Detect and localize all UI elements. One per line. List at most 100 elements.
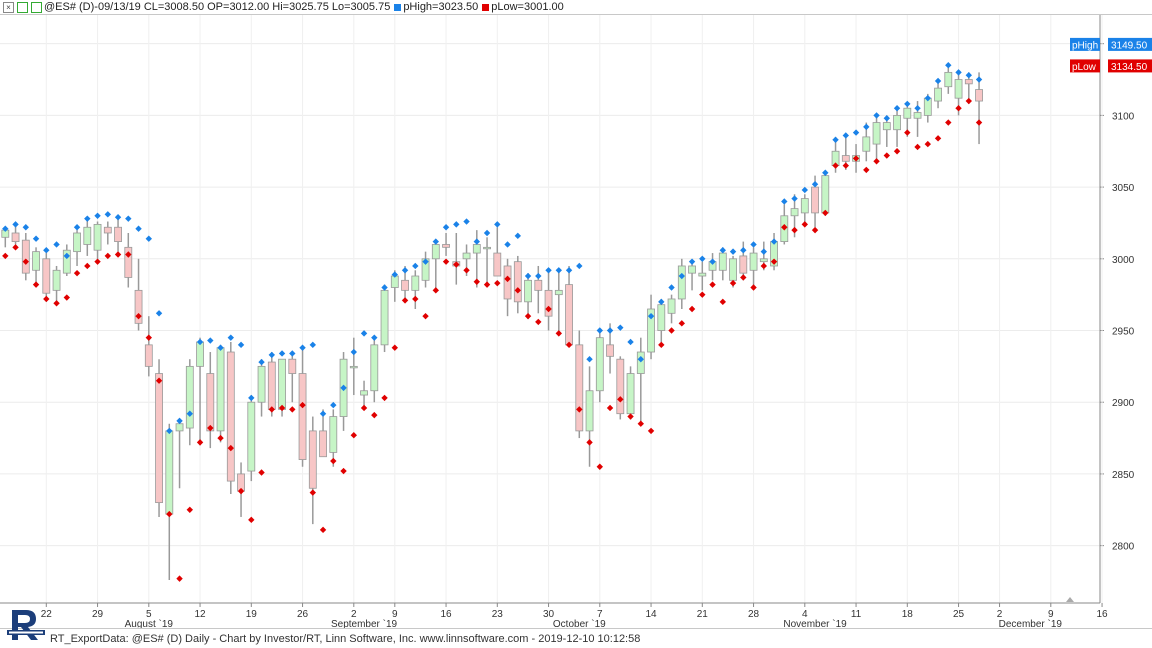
candle-body <box>903 107 912 119</box>
candle-body <box>759 258 768 263</box>
plow-marker <box>463 267 470 274</box>
candle-body <box>216 347 225 432</box>
last-label-name: pHigh <box>1072 40 1098 51</box>
window-restore-icon[interactable] <box>17 1 28 13</box>
phigh-marker <box>268 351 275 359</box>
candle-body <box>667 298 676 314</box>
phigh-marker <box>596 327 603 334</box>
plow-marker <box>32 281 40 288</box>
candle-body <box>83 226 92 245</box>
candle-body <box>513 261 522 303</box>
phigh-marker <box>514 232 521 240</box>
phigh-marker <box>576 262 583 270</box>
phigh-marker <box>627 338 634 346</box>
y-tick-label: 3100 <box>1112 111 1135 122</box>
candle-body <box>462 252 471 260</box>
phigh-marker <box>422 258 429 265</box>
phigh-marker <box>565 267 573 274</box>
plow-marker <box>596 463 603 470</box>
x-tick-label: 9 <box>1048 609 1054 620</box>
last-label-value: 3134.50 <box>1111 62 1148 73</box>
phigh-marker <box>125 215 132 222</box>
phigh-marker <box>432 238 439 245</box>
y-tick-label: 3050 <box>1112 183 1135 194</box>
plow-marker <box>555 330 562 337</box>
plow-marker <box>114 251 122 258</box>
last-label-name-box <box>1070 37 1100 51</box>
candle-body <box>93 223 102 251</box>
chart-footer: RT_ExportData: @ES# (D) Daily - Chart by… <box>0 628 1152 648</box>
candle-body <box>688 265 696 274</box>
plow-marker <box>330 457 337 465</box>
plow-marker <box>73 269 81 277</box>
plow-marker <box>432 287 439 294</box>
phigh-marker <box>535 272 542 280</box>
y-tick-label: 3000 <box>1112 255 1135 266</box>
candle-body <box>524 279 532 303</box>
plow-marker <box>545 305 552 313</box>
phigh-marker <box>84 215 91 222</box>
phigh-marker <box>811 181 819 188</box>
x-tick-label: 25 <box>953 609 965 620</box>
candle-body <box>626 373 635 415</box>
plow-marker <box>166 510 173 518</box>
price-chart[interactable]: 2800285029002950300030503100315022295121… <box>0 0 1152 628</box>
candle-body <box>636 351 645 374</box>
phigh-marker <box>340 384 347 392</box>
plow-marker <box>934 135 942 142</box>
plow-marker <box>606 404 614 412</box>
x-tick-label: 23 <box>492 609 504 620</box>
candle-body <box>226 351 235 482</box>
candle-body <box>73 232 81 253</box>
plow-marker <box>125 251 132 258</box>
plow-marker <box>719 298 726 306</box>
candle-body <box>257 365 266 403</box>
candle-body <box>534 279 543 291</box>
candle-body <box>811 186 819 214</box>
plow-marker <box>965 97 972 105</box>
plow-marker <box>647 427 655 435</box>
candle-body <box>934 87 942 102</box>
phigh-marker <box>555 267 562 274</box>
footer-text: RT_ExportData: @ES# (D) Daily - Chart by… <box>50 633 641 645</box>
candle-body <box>698 272 707 277</box>
phigh-marker <box>586 355 593 363</box>
candle-body <box>964 79 973 85</box>
candle-body <box>503 265 512 300</box>
phigh-marker <box>145 235 152 242</box>
x-month-label: August `19 <box>125 618 174 628</box>
plow-marker <box>2 252 9 260</box>
candle-body <box>954 79 963 99</box>
plow-marker <box>658 341 665 349</box>
phigh-marker <box>934 77 942 85</box>
plow-marker <box>155 377 163 384</box>
plow-marker <box>617 396 624 403</box>
x-tick-label: 22 <box>41 609 53 620</box>
candle-body <box>62 249 71 274</box>
plow-marker <box>381 394 388 402</box>
phigh-marker <box>12 221 19 228</box>
phigh-marker <box>196 338 204 346</box>
candle-body <box>329 416 338 453</box>
phigh-marker <box>330 401 337 409</box>
candle-body <box>21 239 30 274</box>
phigh-marker <box>688 258 696 265</box>
plow-marker <box>709 281 716 288</box>
phigh-marker <box>94 212 101 219</box>
phigh-marker <box>176 417 183 425</box>
phigh-marker <box>945 61 952 69</box>
plow-marker <box>371 411 378 419</box>
plow-marker <box>924 140 931 148</box>
phigh-swatch-icon <box>394 3 402 11</box>
window-maximize-icon[interactable] <box>31 1 42 13</box>
close-icon[interactable]: × <box>3 1 14 13</box>
phigh-marker <box>381 284 388 291</box>
plow-marker <box>473 278 480 285</box>
candle-body <box>114 226 122 242</box>
phigh-marker <box>207 337 214 344</box>
phigh-marker <box>166 427 173 435</box>
phigh-marker <box>750 241 757 248</box>
candle-body <box>862 136 871 152</box>
plow-marker <box>576 406 583 413</box>
candle-body <box>739 255 748 274</box>
